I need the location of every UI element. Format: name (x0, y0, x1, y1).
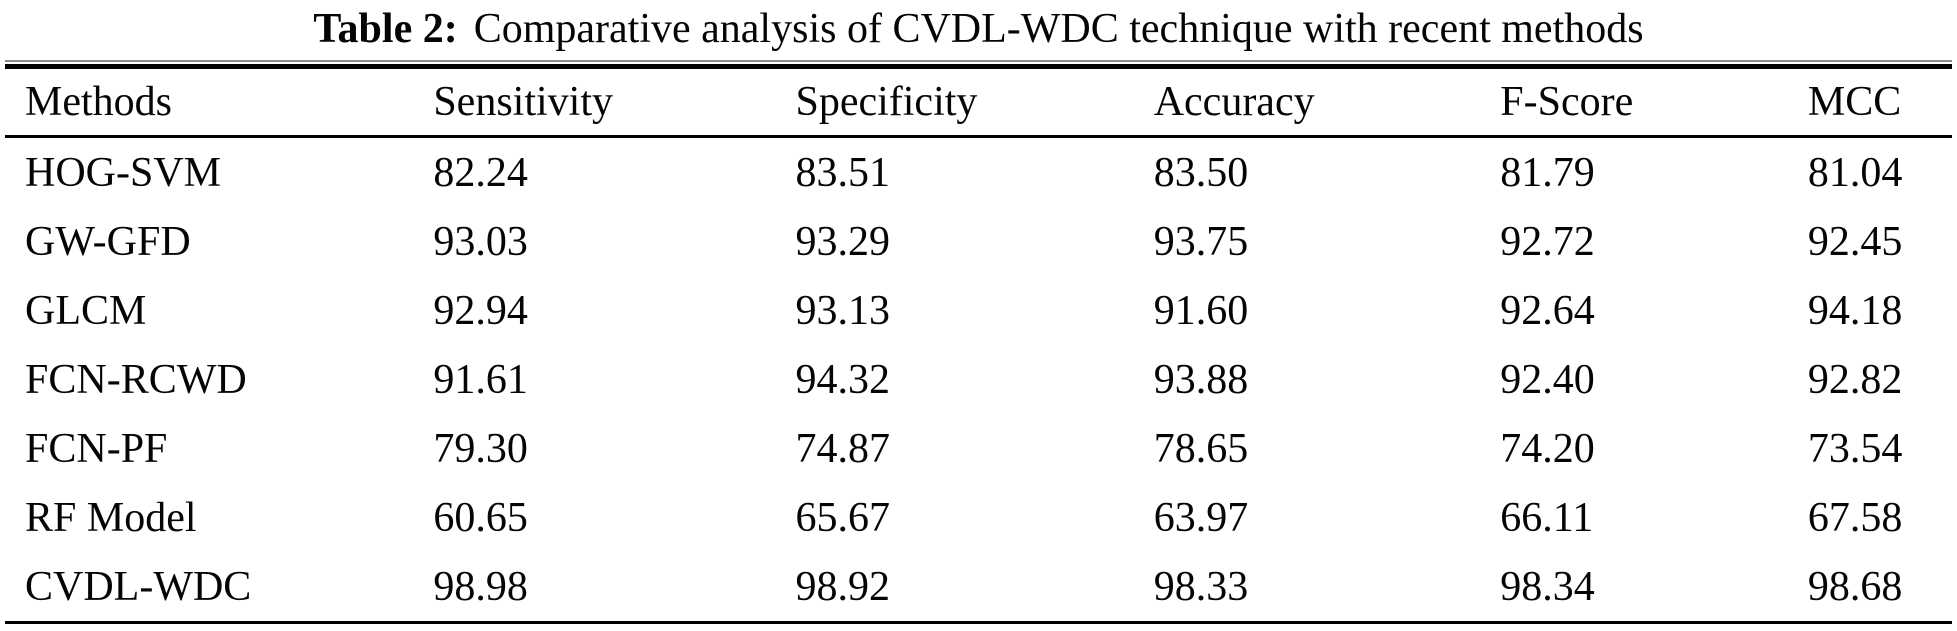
value-cell: 67.58 (1807, 494, 1903, 541)
value-cell: 94.32 (795, 356, 890, 403)
value-cell: 92.64 (1500, 287, 1595, 334)
value-cell: 92.40 (1500, 356, 1595, 403)
table-row: FCN-PF 79.30 74.87 78.65 74.20 73.54 (5, 414, 1952, 483)
method-cell: GW-GFD (25, 218, 191, 265)
top-rule-shadow-line (5, 60, 1952, 62)
table-row: CVDL-WDC 98.98 98.92 98.33 98.34 98.68 (5, 552, 1952, 624)
header-mcc: MCC (1807, 69, 1952, 138)
header-methods: Methods (5, 69, 434, 138)
value-cell: 81.79 (1500, 149, 1595, 196)
value-cell: 78.65 (1153, 425, 1249, 472)
value-cell: 98.33 (1153, 552, 1501, 624)
table-top-rule (5, 60, 1952, 69)
value-cell: 65.67 (795, 494, 890, 541)
value-cell: 98.98 (433, 552, 796, 624)
table-caption: Table 2: Comparative analysis of CVDL-WDC… (0, 0, 1957, 60)
value-cell: 83.50 (1153, 149, 1249, 196)
table-caption-label: Table 2: (313, 6, 458, 52)
value-cell: 79.30 (433, 425, 528, 472)
value-cell: 93.13 (795, 287, 890, 334)
value-cell: 93.88 (1153, 356, 1249, 403)
table-row: GLCM 92.94 93.13 91.60 92.64 94.18 (5, 276, 1952, 345)
method-cell: FCN-PF (25, 425, 168, 472)
value-cell: 91.60 (1153, 287, 1249, 334)
value-cell: 93.03 (433, 218, 528, 265)
value-cell: 83.51 (795, 149, 890, 196)
value-cell: 98.68 (1807, 552, 1952, 624)
value-cell: 91.61 (433, 356, 528, 403)
value-cell: 92.82 (1807, 356, 1903, 403)
comparison-table: Methods Sensitivity Specificity Accuracy… (5, 69, 1952, 624)
table-row: HOG-SVM 82.24 83.51 83.50 81.79 81.04 (5, 137, 1952, 208)
header-sensitivity: Sensitivity (433, 69, 796, 138)
method-cell: GLCM (25, 287, 147, 334)
method-cell: HOG-SVM (25, 149, 222, 196)
value-cell: 60.65 (433, 494, 528, 541)
value-cell: 92.72 (1500, 218, 1595, 265)
method-cell: FCN-RCWD (25, 356, 247, 403)
value-cell: 74.20 (1500, 425, 1595, 472)
table-header-row: Methods Sensitivity Specificity Accuracy… (5, 69, 1952, 138)
header-accuracy: Accuracy (1153, 69, 1501, 138)
value-cell: 74.87 (795, 425, 890, 472)
value-cell: 73.54 (1807, 425, 1903, 472)
method-cell: CVDL-WDC (5, 552, 434, 624)
header-fscore: F-Score (1500, 69, 1808, 138)
header-specificity: Specificity (795, 69, 1154, 138)
value-cell: 81.04 (1807, 149, 1903, 196)
table-container: Methods Sensitivity Specificity Accuracy… (5, 60, 1952, 624)
value-cell: 63.97 (1153, 494, 1249, 541)
value-cell: 93.75 (1153, 218, 1249, 265)
method-cell: RF Model (25, 494, 197, 541)
table-row: FCN-RCWD 91.61 94.32 93.88 92.40 92.82 (5, 345, 1952, 414)
value-cell: 66.11 (1500, 494, 1594, 541)
value-cell: 92.94 (433, 287, 528, 334)
value-cell: 93.29 (795, 218, 890, 265)
table-row: GW-GFD 93.03 93.29 93.75 92.72 92.45 (5, 207, 1952, 276)
value-cell: 92.45 (1807, 218, 1903, 265)
table-caption-text: Comparative analysis of CVDL-WDC techniq… (473, 6, 1644, 52)
top-rule-gap (5, 62, 1952, 64)
top-rule-main-line (5, 64, 1952, 69)
table-row: RF Model 60.65 65.67 63.97 66.11 67.58 (5, 483, 1952, 552)
value-cell: 82.24 (433, 149, 528, 196)
value-cell: 98.92 (795, 552, 1154, 624)
value-cell: 94.18 (1807, 287, 1903, 334)
value-cell: 98.34 (1500, 552, 1808, 624)
